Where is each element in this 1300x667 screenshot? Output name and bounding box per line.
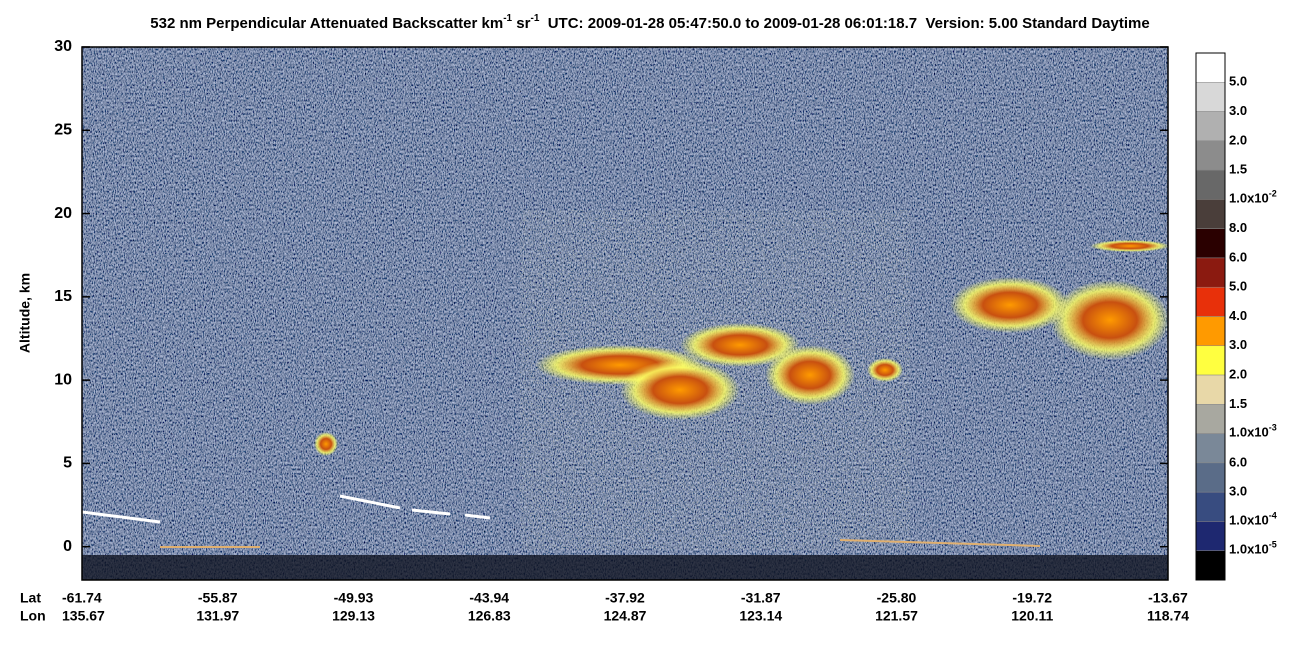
colorbar-label: 5.0	[1229, 279, 1247, 294]
x-row-label: Lat	[20, 590, 41, 606]
title-text: sr	[512, 15, 531, 32]
colorbar-label: 5.0	[1229, 74, 1247, 89]
colorbar-label: 4.0	[1229, 308, 1247, 323]
colorbar-swatch	[1195, 374, 1226, 405]
colorbar-swatch	[1195, 140, 1226, 171]
colorbar-swatch	[1195, 521, 1226, 551]
colorbar-label-exp: -3	[1269, 423, 1277, 433]
colorbar-frame	[1195, 52, 1226, 581]
colorbar-label: 6.0	[1229, 454, 1247, 469]
x-tick-lat: -31.87	[741, 590, 781, 606]
plot-image	[81, 47, 1170, 580]
colorbar-label: 2.0	[1229, 132, 1247, 147]
x-tick-lon: 135.67	[62, 608, 105, 624]
x-tick-lon: 126.83	[468, 608, 511, 624]
colorbar-label-base: 1.0x10	[1229, 191, 1269, 206]
x-tick-lat: -61.74	[62, 590, 102, 606]
colorbar-swatch	[1195, 345, 1226, 376]
colorbar-label: 1.5	[1229, 162, 1247, 177]
x-tick-lon: 120.11	[1011, 608, 1053, 624]
colorbar-swatch	[1195, 111, 1226, 142]
colorbar-label-exp: -4	[1269, 511, 1277, 521]
colorbar-label-base: 1.0x10	[1229, 425, 1269, 440]
y-tick-label: 10	[54, 371, 72, 388]
colorbar-label: 1.0x10-4	[1229, 511, 1277, 528]
colorbar-swatch	[1195, 404, 1226, 434]
colorbar-swatch	[1195, 316, 1226, 347]
y-tick-label: 15	[54, 288, 72, 305]
colorbar-label-base: 1.0x10	[1229, 513, 1269, 528]
colorbar-swatch	[1195, 257, 1226, 288]
x-tick-lat: -49.93	[334, 590, 374, 606]
x-tick-lat: -37.92	[605, 590, 645, 606]
colorbar-label: 1.5	[1229, 396, 1247, 411]
title-text: 532 nm Perpendicular Attenuated Backscat…	[150, 15, 503, 32]
colorbar-swatch	[1195, 286, 1226, 317]
x-tick-lat: -55.87	[198, 590, 238, 606]
colorbar-label: 8.0	[1229, 220, 1247, 235]
x-tick-lat: -25.80	[877, 590, 917, 606]
colorbar-label: 3.0	[1229, 484, 1247, 499]
colorbar-swatch	[1195, 228, 1226, 259]
colorbar-label: 3.0	[1229, 103, 1247, 118]
colorbar-label: 6.0	[1229, 249, 1247, 264]
colorbar-label: 1.0x10-2	[1229, 189, 1277, 206]
colorbar-label: 3.0	[1229, 337, 1247, 352]
y-tick-label: 20	[54, 205, 72, 222]
colorbar-label-base: 1.0x10	[1229, 542, 1269, 557]
colorbar-swatch	[1195, 82, 1226, 112]
colorbar-swatch	[1195, 52, 1226, 83]
y-tick-label: 30	[54, 38, 72, 55]
colorbar-swatch	[1195, 491, 1226, 522]
colorbar-swatch	[1195, 550, 1226, 581]
x-row-label: Lon	[20, 608, 46, 624]
colorbar-label: 1.0x10-5	[1229, 540, 1277, 557]
x-tick-lon: 123.14	[739, 608, 782, 624]
chart-title: 532 nm Perpendicular Attenuated Backscat…	[150, 13, 1149, 32]
x-tick-lat: -43.94	[469, 590, 509, 606]
plot-frame	[81, 46, 1169, 581]
y-axis-label: Altitude, km	[17, 273, 33, 353]
y-tick-label: 0	[63, 538, 72, 555]
x-tick-lon: 131.97	[196, 608, 239, 624]
x-tick-lon: 124.87	[604, 608, 647, 624]
colorbar-swatch	[1195, 462, 1226, 493]
colorbar-label: 1.0x10-3	[1229, 423, 1277, 440]
y-tick-label: 5	[63, 455, 72, 472]
x-tick-lat: -19.72	[1012, 590, 1052, 606]
title-exp: -1	[530, 13, 539, 24]
x-tick-lat: -13.67	[1148, 590, 1188, 606]
colorbar-swatch	[1195, 433, 1226, 464]
title-text: UTC: 2009-01-28 05:47:50.0 to 2009-01-28…	[539, 15, 1149, 32]
x-tick-lon: 129.13	[332, 608, 375, 624]
y-tick-label: 25	[54, 122, 72, 139]
title-exp: -1	[503, 13, 512, 24]
colorbar-label-exp: -5	[1269, 540, 1277, 550]
x-tick-lon: 118.74	[1147, 608, 1189, 624]
colorbar-swatch	[1195, 199, 1226, 229]
colorbar-swatch	[1195, 169, 1226, 200]
colorbar-label-exp: -2	[1269, 189, 1277, 199]
x-tick-lon: 121.57	[875, 608, 918, 624]
colorbar-label: 2.0	[1229, 366, 1247, 381]
